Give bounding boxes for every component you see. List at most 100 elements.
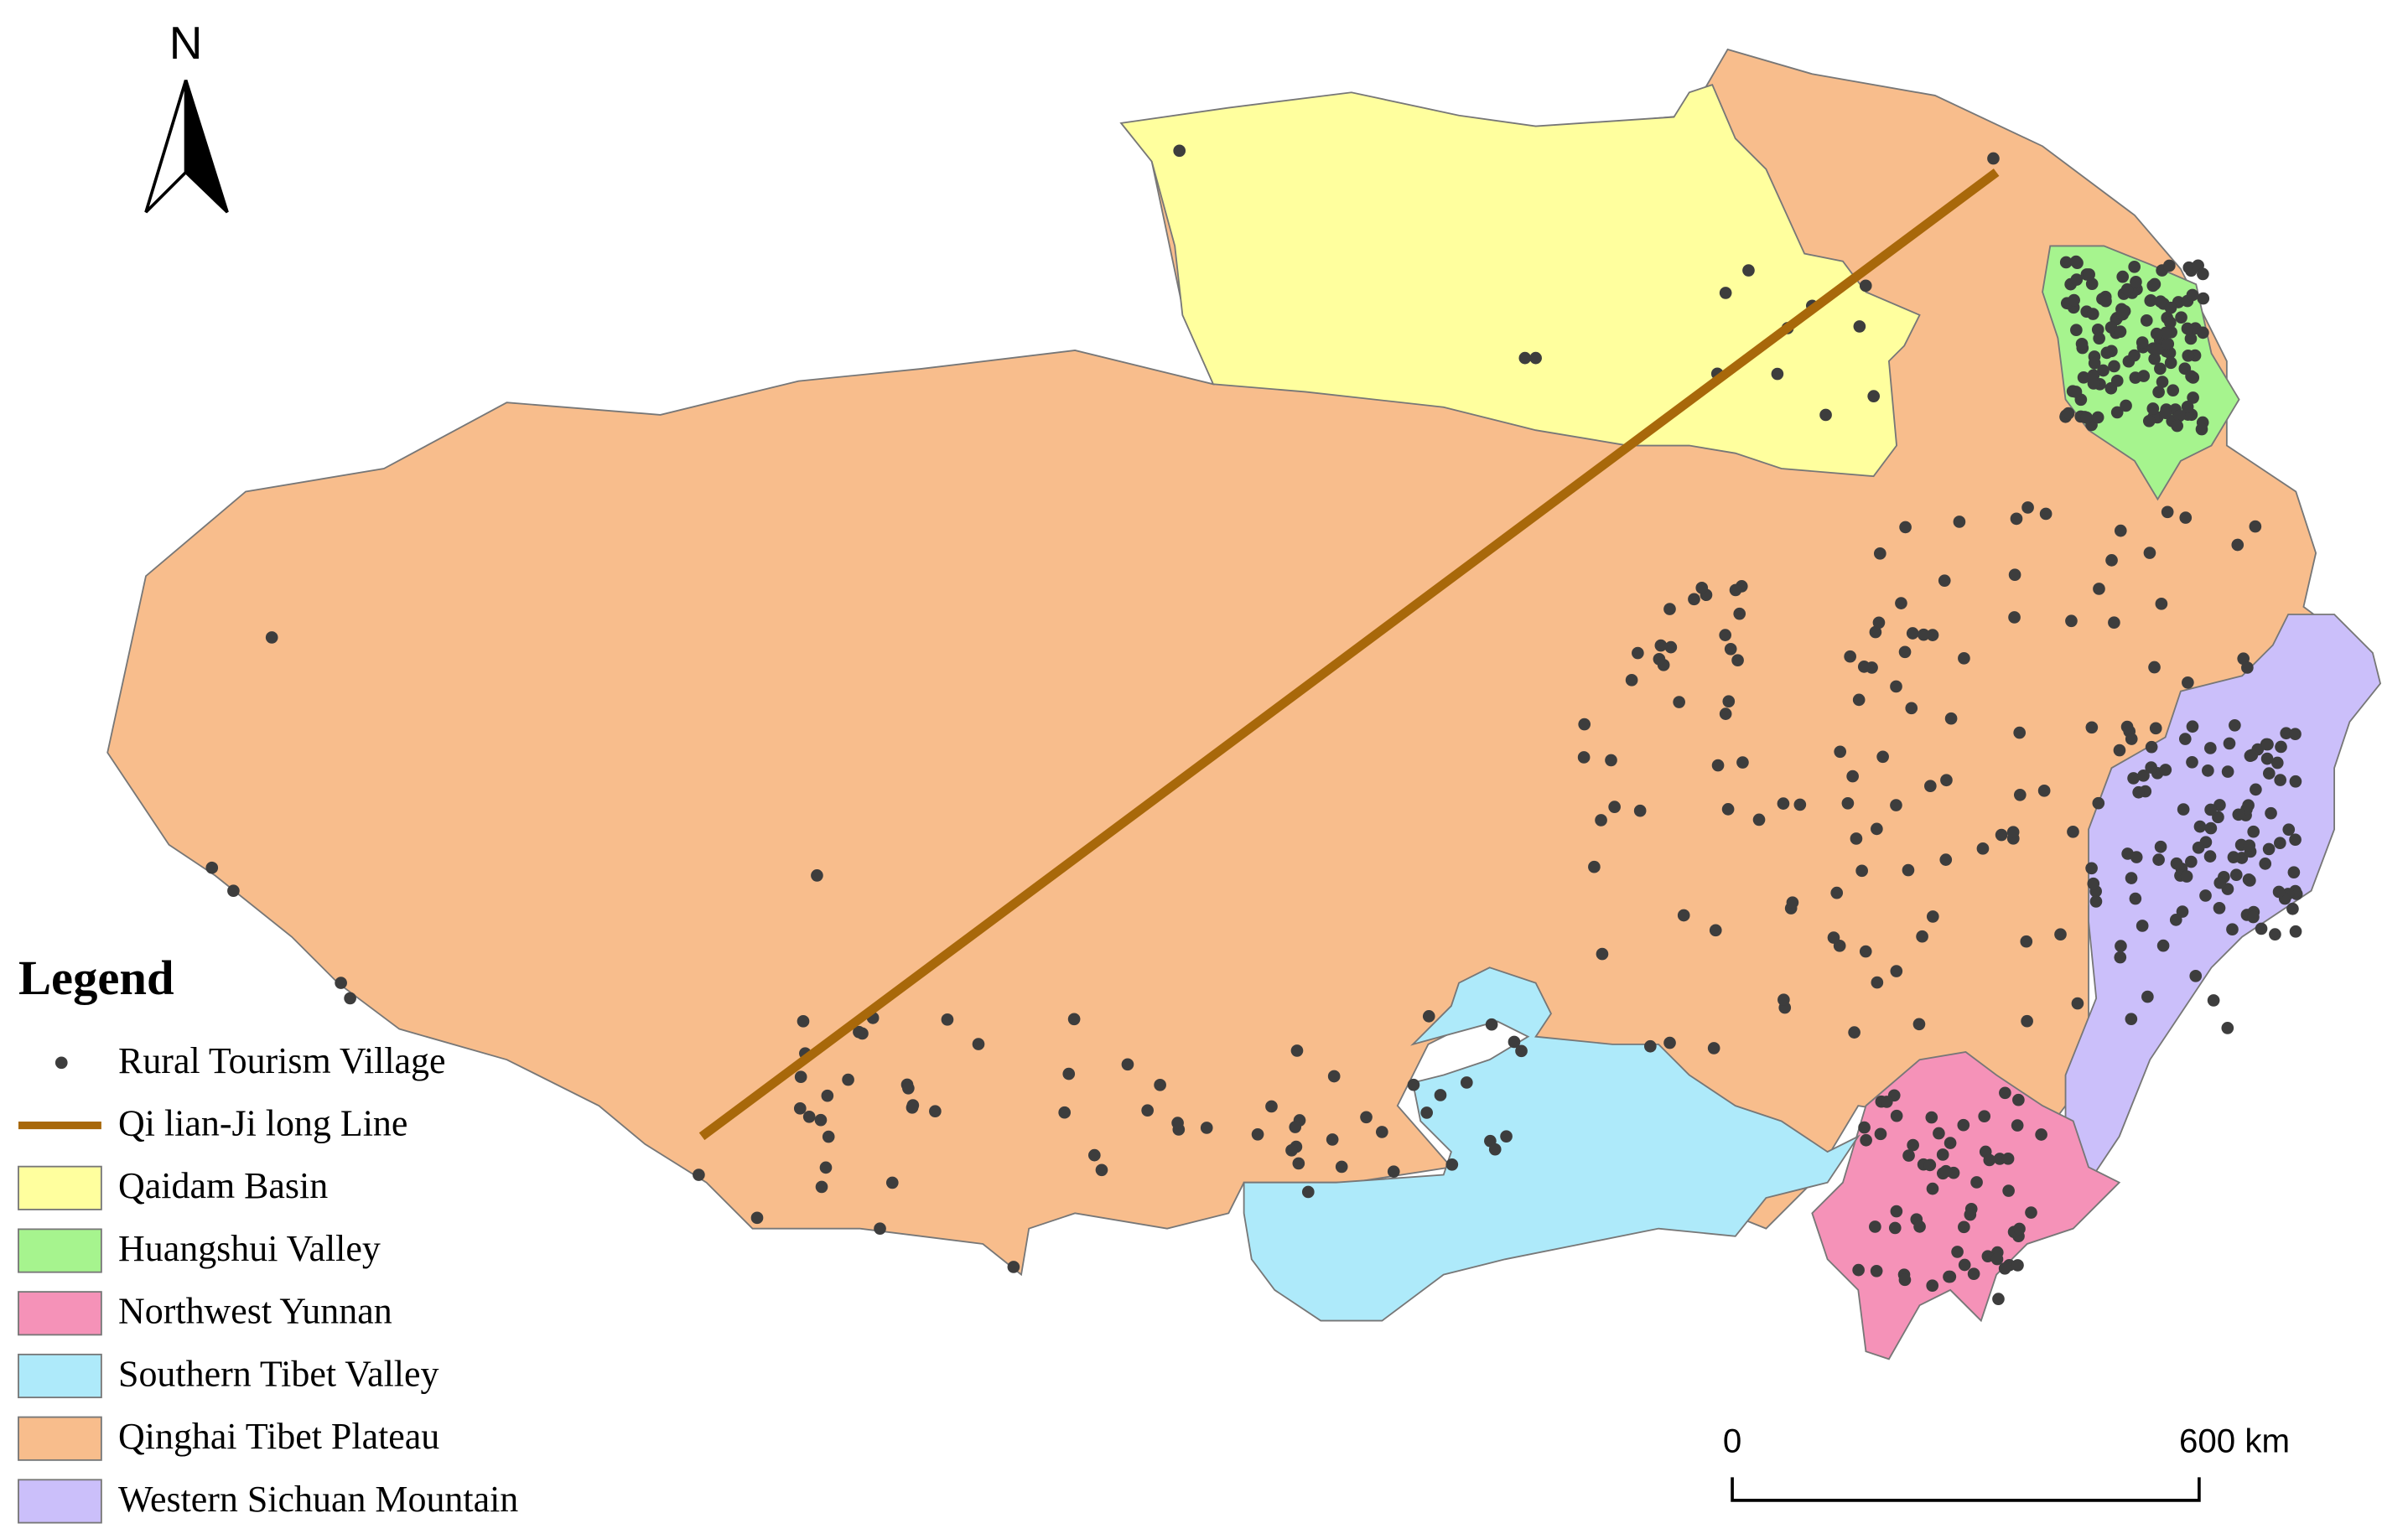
village-dot [1058, 1106, 1072, 1119]
village-dot [2002, 1184, 2015, 1197]
village-dot [811, 869, 823, 882]
village-dot [1853, 320, 1866, 333]
village-dot [1888, 1221, 1902, 1235]
village-dot [2054, 928, 2067, 941]
village-dot [1653, 652, 1666, 666]
village-dot [1265, 1100, 1278, 1113]
village-dot [2289, 728, 2302, 741]
village-dot [906, 1099, 920, 1112]
village-dot [1154, 1078, 1166, 1091]
village-dot [1902, 1149, 1915, 1162]
village-dot [842, 1073, 854, 1086]
village-dot [2116, 308, 2130, 321]
village-dot [2115, 940, 2127, 952]
village-dot [2152, 386, 2165, 399]
village-dot [2178, 733, 2192, 745]
village-dot [2070, 273, 2084, 286]
village-dot [2269, 928, 2281, 940]
village-dot [2152, 853, 2165, 866]
village-dot [2127, 772, 2140, 785]
village-dot [2114, 524, 2127, 537]
village-dot [2227, 851, 2240, 863]
village-dot [1858, 1121, 1871, 1134]
legend-swatch [18, 1291, 102, 1336]
village-dot [1632, 646, 1644, 660]
village-dot [2289, 833, 2302, 847]
village-dot [1944, 712, 1958, 725]
village-dot [2164, 356, 2177, 370]
village-dot [1852, 693, 1866, 707]
legend-swatch [18, 1353, 102, 1399]
village-dot [1724, 642, 1737, 656]
village-dot [2136, 920, 2149, 932]
village-dot [2180, 870, 2193, 883]
village-dot [2011, 1259, 2024, 1272]
scale-line [1731, 1477, 2201, 1502]
legend-label: Northwest Yunnan [118, 1291, 392, 1332]
legend-label: Rural Tourism Village [118, 1040, 446, 1081]
village-dot [1420, 1106, 1433, 1119]
village-dot [1707, 1042, 1720, 1054]
village-dot [1719, 629, 1732, 641]
village-dot [2012, 1093, 2025, 1106]
village-dot [2175, 311, 2187, 324]
village-dot [1335, 1160, 1348, 1174]
village-dot [2144, 294, 2157, 307]
village-dot [2232, 808, 2245, 821]
village-dot [2077, 370, 2090, 384]
village-dot [1422, 1010, 1435, 1023]
village-dot [2148, 352, 2161, 365]
village-dot [1121, 1058, 1134, 1071]
village-dot [2203, 850, 2217, 863]
village-dot [2125, 733, 2138, 745]
village-dot [1846, 770, 1859, 783]
village-dot [2287, 866, 2301, 879]
village-dot [1978, 1110, 1991, 1123]
village-dot [1933, 1127, 1945, 1140]
village-dot [1917, 628, 1930, 641]
village-dot [2008, 568, 2021, 582]
village-dot [1970, 1176, 1983, 1189]
village-dot [2143, 547, 2156, 559]
village-dot [2262, 842, 2276, 856]
village-dot [902, 1081, 915, 1095]
north-label: N [169, 17, 203, 69]
village-dot [2255, 922, 2268, 935]
village-dot [1872, 616, 1886, 630]
village-dot [1958, 652, 1970, 665]
village-dot [1752, 813, 1766, 826]
village-dot [2069, 386, 2083, 398]
village-dot [1793, 798, 1807, 811]
village-dot [2136, 336, 2149, 349]
village-dot [1285, 1144, 1298, 1157]
village-dot [2071, 997, 2084, 1010]
village-dot [1663, 1036, 1676, 1049]
village-dot [1733, 607, 1746, 620]
village-dot [1964, 1208, 1977, 1221]
village-dot [2242, 799, 2255, 812]
village-dot [1890, 1109, 1903, 1122]
village-dot [2099, 294, 2112, 308]
village-dot [2186, 720, 2199, 733]
village-dot [1087, 1148, 1101, 1162]
village-dot [2013, 788, 2027, 801]
village-dot [2035, 1128, 2047, 1141]
village-dot [2247, 825, 2260, 838]
village-dot [2159, 407, 2172, 420]
village-dot [1292, 1157, 1305, 1170]
village-dot [2213, 876, 2227, 889]
village-dot [1173, 144, 1186, 158]
village-dot [2080, 411, 2094, 424]
village-dot [1869, 1220, 1881, 1233]
village-dot [1841, 796, 1855, 810]
villages [205, 144, 2303, 1305]
village-dot [2154, 295, 2167, 308]
village-dot [885, 1176, 899, 1189]
village-dot [2185, 855, 2198, 868]
region [1243, 966, 1860, 1322]
arrow-left [144, 80, 188, 214]
legend-title: Legend [18, 951, 174, 1005]
village-dot [2186, 755, 2198, 769]
village-dot [1067, 1013, 1081, 1026]
village-dot [2020, 935, 2033, 948]
